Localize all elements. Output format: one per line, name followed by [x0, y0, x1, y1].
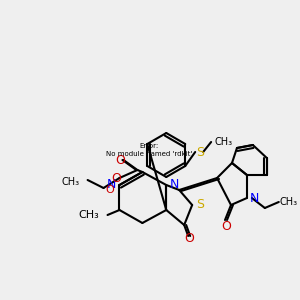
Text: O: O [116, 154, 125, 166]
Text: N: N [107, 178, 116, 191]
Text: N: N [169, 178, 179, 191]
Text: S: S [196, 199, 204, 212]
Text: O: O [184, 232, 194, 245]
Text: Error:
No module named 'rdkit': Error: No module named 'rdkit' [106, 143, 193, 157]
Text: O: O [221, 220, 231, 232]
Text: CH₃: CH₃ [79, 210, 100, 220]
Text: S: S [196, 146, 204, 158]
Text: N: N [250, 191, 260, 205]
Text: O: O [105, 185, 114, 195]
Text: CH₃: CH₃ [214, 137, 232, 147]
Text: CH₃: CH₃ [61, 177, 80, 187]
Text: CH₃: CH₃ [280, 197, 298, 207]
Text: O: O [112, 172, 122, 184]
